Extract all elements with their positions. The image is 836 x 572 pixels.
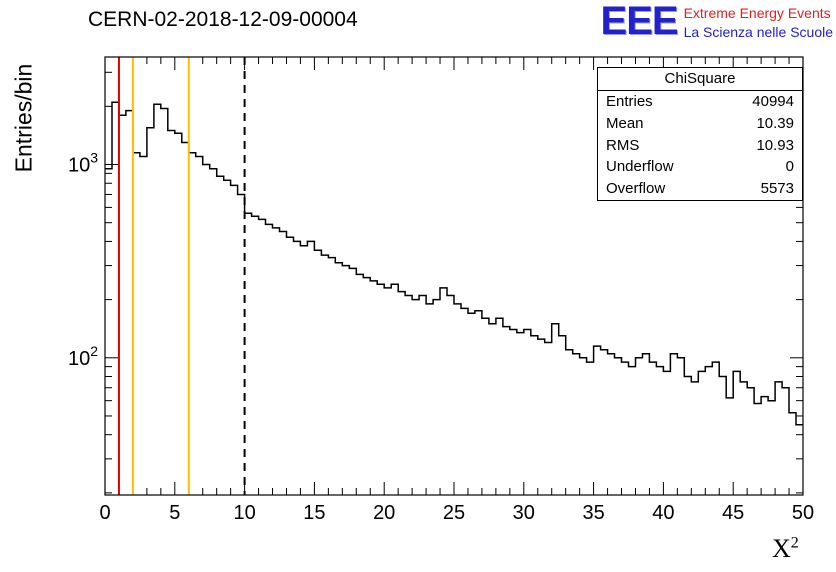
- stats-row-label: Entries: [606, 93, 653, 110]
- stats-row-value: 5573: [760, 180, 794, 198]
- eee-logo: EEE Extreme Energy Events La Scienza nel…: [600, 0, 833, 43]
- chart-title: CERN-02-2018-12-09-00004: [88, 8, 358, 31]
- x-tick-label: 0: [99, 502, 110, 524]
- x-tick-label: 35: [582, 502, 604, 524]
- stats-row-label: RMS: [606, 136, 640, 154]
- x-tick-label: 5: [169, 502, 180, 524]
- stats-row-value: 10.39: [756, 114, 794, 132]
- x-tick-label: 10: [233, 502, 255, 524]
- histogram-line: [105, 101, 803, 426]
- x-tick-label: 20: [373, 502, 395, 524]
- x-tick-label: 25: [443, 502, 465, 524]
- y-tick-label: 102: [68, 343, 98, 370]
- stats-row: Overflow 5573: [598, 178, 802, 200]
- x-axis-label-exponent: 2: [790, 534, 799, 552]
- stats-row: RMS 10.93: [598, 135, 802, 157]
- stats-row: Mean 10.39: [598, 113, 802, 135]
- stats-row: Underflow 0: [598, 156, 802, 178]
- x-axis-label: X2: [772, 534, 799, 564]
- x-tick-label: 15: [303, 502, 325, 524]
- plot-frame: [104, 56, 804, 496]
- stats-row-label: Mean: [606, 114, 644, 132]
- y-tick-label: 103: [68, 150, 98, 177]
- stats-rows: Entries 40994 Mean 10.39 RMS 10.93 Underflow 0 O…: [598, 91, 802, 200]
- y-axis-label: Entries/bin: [10, 63, 37, 173]
- stats-row-value: 10.93: [756, 136, 794, 154]
- eee-logo-acronym: EEE: [600, 0, 679, 43]
- x-tick-label: 50: [792, 502, 814, 524]
- x-tick-label: 40: [652, 502, 674, 524]
- stats-row-value: 0: [785, 158, 794, 176]
- stats-row: Entries 40994: [598, 91, 802, 113]
- stats-row-label: Underflow: [606, 158, 674, 176]
- stats-row-label: Overflow: [606, 180, 666, 198]
- stats-box-title: ChiSquare: [598, 68, 802, 91]
- stats-row-value: 40994: [752, 93, 794, 110]
- eee-logo-line1: Extreme Energy Events: [683, 5, 831, 21]
- x-axis-label-base: X: [772, 534, 791, 563]
- eee-logo-text: Extreme Energy Events La Scienza nelle S…: [684, 2, 833, 42]
- stats-box: ChiSquare Entries 40994 Mean 10.39 RMS 10.93 U…: [597, 67, 803, 201]
- eee-logo-line2: La Scienza nelle Scuole: [683, 23, 833, 40]
- x-tick-label: 30: [513, 502, 535, 524]
- x-tick-label: 45: [722, 502, 744, 524]
